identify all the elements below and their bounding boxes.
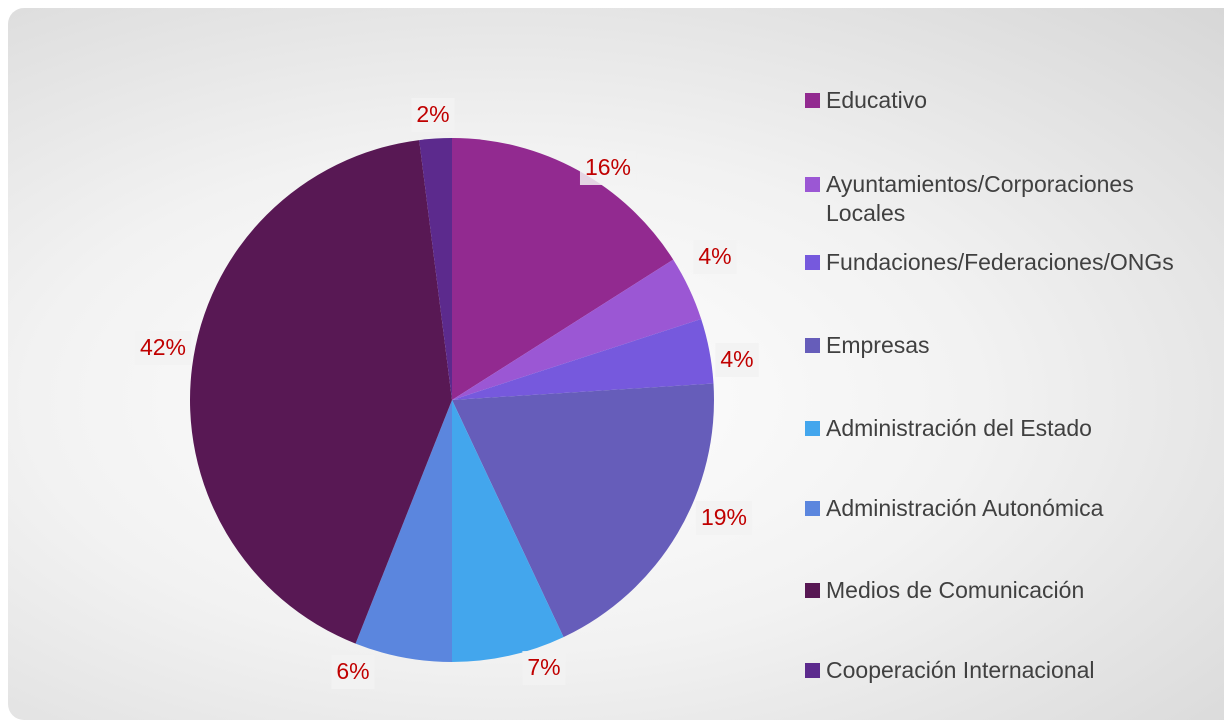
legend-item: Administración Autonómica — [805, 494, 1224, 523]
data-label-box — [331, 655, 375, 689]
legend-label: Fundaciones/Federaciones/ONGs — [826, 249, 1174, 275]
legend-swatch — [805, 421, 820, 436]
data-label: 6% — [331, 655, 375, 689]
pie-slice — [452, 383, 714, 638]
pie-slice — [452, 138, 674, 400]
data-label-text: 2% — [416, 101, 449, 127]
legend-item: Fundaciones/Federaciones/ONGs — [805, 248, 1224, 277]
data-label: 7% — [522, 651, 566, 685]
legend-swatch — [805, 338, 820, 353]
legend-label: Educativo — [826, 87, 928, 113]
data-label-box — [693, 240, 737, 274]
data-label-text: 16% — [585, 154, 631, 180]
data-label: 16% — [579, 151, 637, 185]
data-label-box — [134, 331, 192, 365]
legend-item: Educativo — [805, 86, 1224, 115]
pie-slice — [355, 400, 452, 662]
legend-item: Ayuntamientos/Corporaciones Locales — [805, 170, 1224, 228]
legend-swatch — [805, 583, 820, 598]
legend-swatch — [805, 501, 820, 516]
legend-label: Administración Autonómica — [826, 495, 1104, 521]
legend-label: Medios de Comunicación — [826, 577, 1085, 603]
data-label-text: 4% — [698, 243, 731, 269]
data-label-box — [411, 98, 455, 132]
data-label-box — [579, 151, 637, 185]
data-label: 2% — [411, 98, 455, 132]
legend-swatch — [805, 93, 820, 108]
data-label-box — [522, 651, 566, 685]
data-label: 19% — [695, 501, 753, 535]
legend-item: Administración del Estado — [805, 414, 1224, 443]
data-label-box — [695, 501, 753, 535]
data-label-box — [715, 343, 759, 377]
legend-swatch — [805, 663, 820, 678]
data-label-text: 7% — [527, 654, 560, 680]
pie-slice — [419, 138, 452, 400]
pie-slice — [452, 319, 714, 400]
data-label: 4% — [715, 343, 759, 377]
data-label-text: 19% — [701, 504, 747, 530]
data-label: 4% — [693, 240, 737, 274]
legend-label: Ayuntamientos/Corporaciones Locales — [826, 171, 1134, 226]
legend-label: Administración del Estado — [826, 415, 1092, 441]
data-label: 42% — [134, 331, 192, 365]
legend-label: Cooperación Internacional — [826, 657, 1095, 683]
pie-slice — [452, 259, 702, 400]
legend-item: Empresas — [805, 331, 1224, 360]
legend-swatch — [805, 177, 820, 192]
legend-swatch — [805, 255, 820, 270]
pie-slice — [452, 400, 564, 662]
data-label-text: 42% — [140, 334, 186, 360]
legend-item: Cooperación Internacional — [805, 656, 1224, 685]
legend-label: Empresas — [826, 332, 930, 358]
data-label-text: 4% — [720, 346, 753, 372]
data-label-text: 6% — [336, 658, 369, 684]
legend-item: Medios de Comunicación — [805, 576, 1224, 605]
pie-slice — [190, 140, 453, 644]
